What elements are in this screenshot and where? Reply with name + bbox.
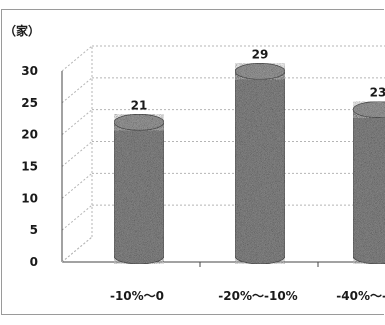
y-tick-label: 10	[21, 191, 38, 205]
y-tick-label: 5	[30, 223, 38, 237]
y-tick-label: 0	[30, 255, 38, 269]
gridline-side	[61, 109, 93, 136]
bar-top	[234, 62, 286, 80]
bars-layer	[113, 62, 385, 265]
gridline-side	[61, 204, 93, 231]
bar-cylinder	[352, 101, 385, 265]
y-tick-label: 30	[21, 64, 38, 78]
data-label: 21	[131, 98, 148, 112]
x-tick-label: -20%～-10%	[218, 289, 297, 303]
bar-body	[113, 121, 165, 265]
labels-layer: 0 5 10 15 20 25 30 21 -10%～0 29 -20%～-10% 23 -40%～-2…	[21, 47, 385, 303]
grid-layer	[61, 45, 385, 263]
gridline-side	[61, 141, 93, 167]
chart-frame	[1, 9, 384, 315]
bar-top	[113, 113, 165, 131]
axis-layer	[61, 46, 385, 267]
y-axis-unit-label: （家）	[4, 23, 40, 38]
bar-top	[352, 101, 385, 118]
bar-body	[352, 109, 385, 265]
data-label: 23	[370, 86, 385, 100]
bar-cylinder	[113, 113, 165, 265]
y-tick-label: 15	[21, 160, 38, 174]
data-label: 29	[252, 47, 269, 61]
x-tick-label: -40%～-20%	[336, 289, 385, 303]
gridline-side	[61, 172, 93, 199]
bar-body	[234, 70, 286, 265]
bar-cylinder	[234, 62, 286, 265]
floor-edge	[61, 236, 93, 263]
y-tick-label: 20	[21, 128, 38, 142]
gridline-side	[61, 45, 93, 72]
gridline-side	[61, 77, 93, 104]
x-tick-label: -10%～0	[110, 289, 164, 303]
y-tick-label: 25	[21, 96, 38, 110]
